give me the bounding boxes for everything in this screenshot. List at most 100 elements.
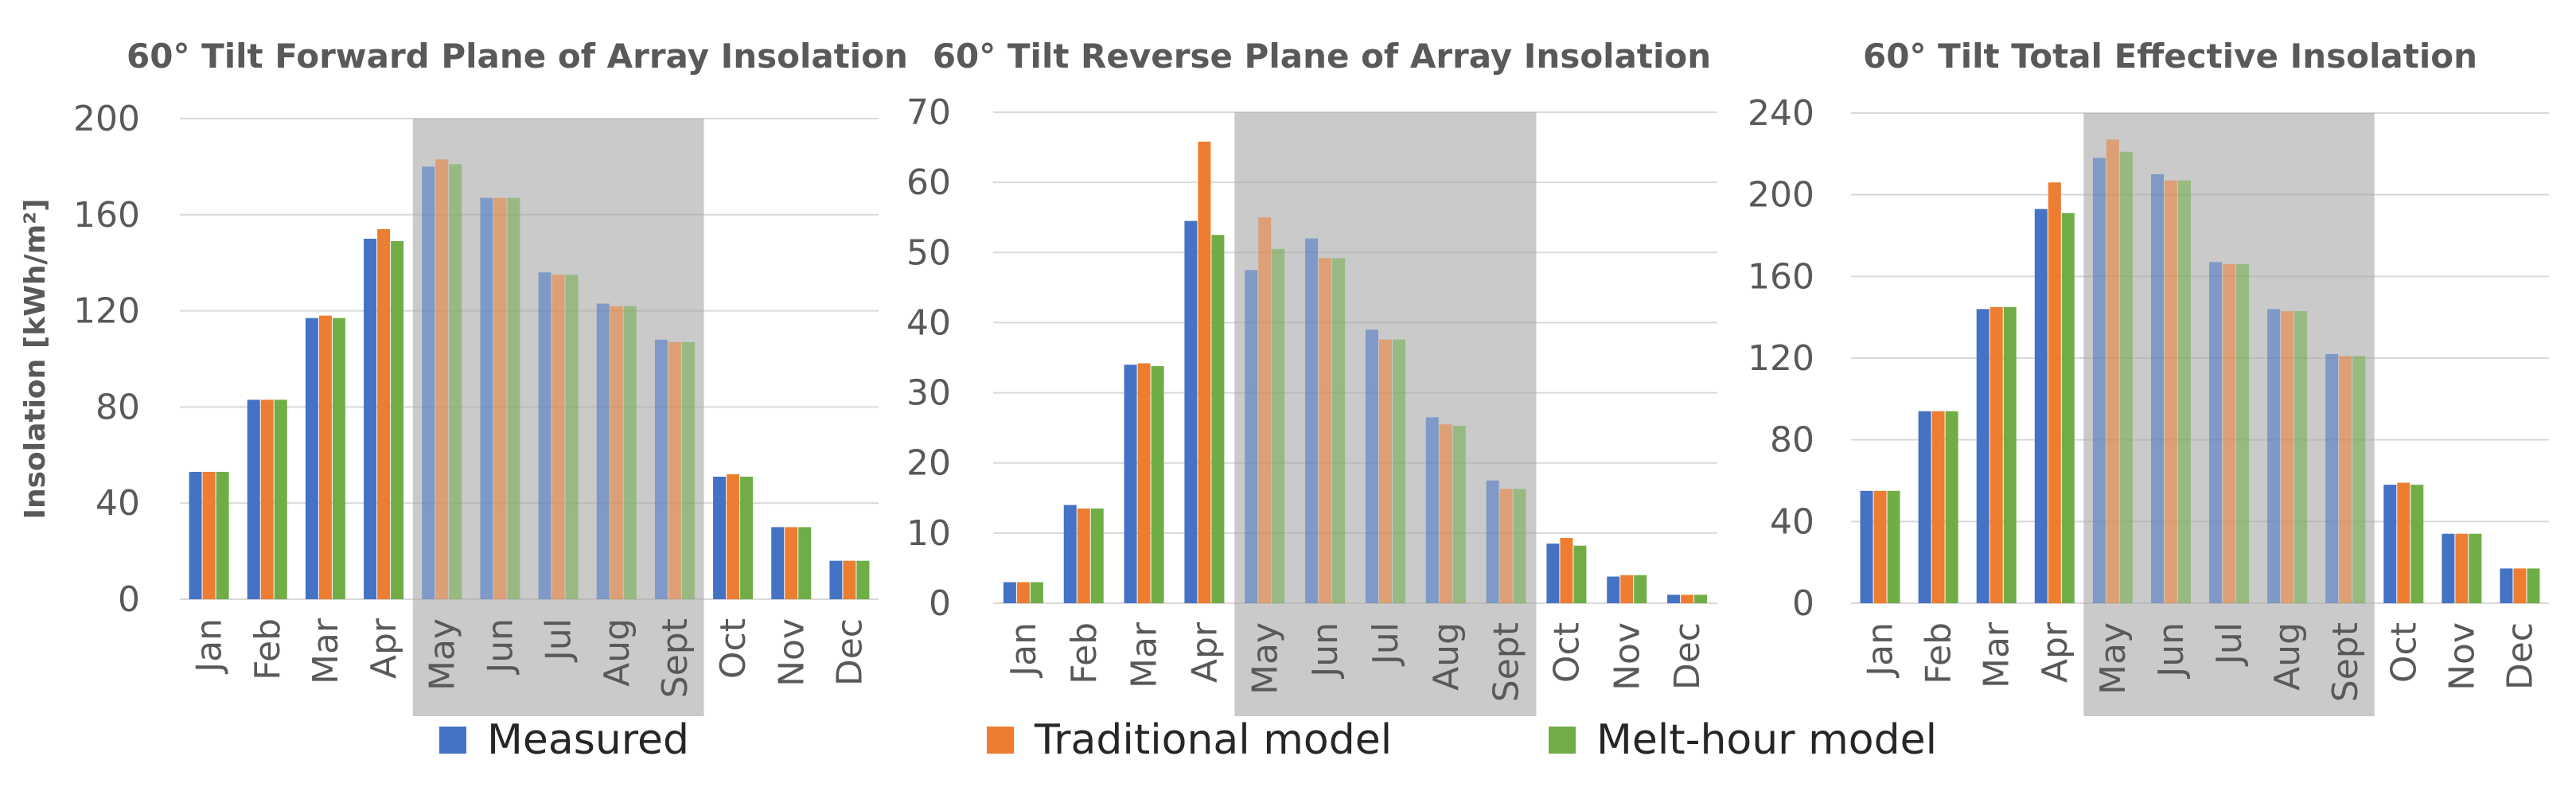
y-tick-label: 160 [1748, 256, 1814, 297]
y-tick-label: 200 [1748, 175, 1814, 216]
x-tick-label-mar: Mar [1977, 622, 2017, 688]
bar-traditional-model-nov [785, 527, 798, 599]
bar-melt-hour-model-mar [1151, 366, 1164, 603]
bar-melt-hour-model-jun [1332, 258, 1346, 603]
legend-label-traditional: Traditional model [1035, 716, 1393, 764]
chart-forward-insolation: 0 40 80 120 160 200 Jan Feb Mar Apr May Jun Jul Aug Se… [19, 37, 908, 716]
bar-traditional-model-may [1258, 217, 1272, 603]
bar-melt-hour-model-may [449, 164, 462, 599]
x-tick-label-may: May [1245, 622, 1285, 695]
bar-measured-jul [538, 272, 551, 599]
bar-measured-jun [1305, 238, 1319, 603]
bar-melt-hour-model-jul [565, 275, 579, 599]
bar-traditional-model-dec [843, 560, 856, 599]
bar-traditional-model-jun [493, 197, 507, 599]
x-tick-label-nov: Nov [771, 618, 812, 687]
bar-melt-hour-model-oct [2410, 485, 2424, 603]
x-tick-label-may: May [2093, 622, 2134, 695]
x-tick-label-jul: Jul [1366, 622, 1406, 667]
y-tick-label: 30 [906, 373, 951, 414]
x-tick-label-aug: Aug [2267, 622, 2308, 691]
bar-melt-hour-model-nov [798, 527, 812, 599]
bar-melt-hour-model-sept [681, 341, 695, 599]
bar-traditional-model-mar [1137, 363, 1151, 603]
x-tick-label-dec: Dec [829, 618, 870, 686]
x-tick-label-jan: Jan [1004, 622, 1044, 679]
bar-melt-hour-model-nov [1634, 575, 1647, 603]
bar-measured-mar [1976, 309, 1989, 603]
bar-melt-hour-model-aug [1452, 425, 1466, 603]
bar-measured-dec [2500, 568, 2513, 603]
bar-measured-oct [713, 476, 727, 599]
bar-melt-hour-model-nov [2469, 533, 2482, 603]
bar-measured-may [2092, 158, 2106, 603]
bar-measured-sept [654, 339, 668, 599]
bar-traditional-model-oct [1560, 538, 1573, 603]
bar-traditional-model-sept [668, 341, 681, 599]
chart-total-effective-insolation: 0 40 80 120 160 200 240 Jan Feb Mar Apr May Jun Jul Au… [1748, 37, 2549, 716]
bar-melt-hour-model-feb [1945, 411, 1958, 603]
bar-melt-hour-model-jul [1392, 339, 1405, 603]
bar-traditional-model-jan [1016, 582, 1030, 603]
y-axis-title: Insolation [kWh/m²] [19, 199, 52, 520]
bar-traditional-model-oct [727, 473, 740, 599]
bar-traditional-model-jul [1378, 339, 1392, 603]
bar-traditional-model-feb [260, 399, 274, 599]
y-tick-label: 40 [1770, 501, 1814, 542]
legend-swatch-traditional [987, 727, 1014, 754]
bar-traditional-model-sept [1499, 489, 1513, 603]
bar-melt-hour-model-jul [2236, 263, 2250, 603]
x-tick-label-sept: Sept [1487, 622, 1527, 702]
bar-measured-mar [305, 318, 318, 599]
x-tick-label-jan: Jan [189, 618, 230, 675]
bar-measured-jun [480, 197, 493, 599]
bar-melt-hour-model-apr [2061, 212, 2075, 603]
bar-traditional-model-dec [2513, 568, 2527, 603]
x-tick-label-aug: Aug [1426, 622, 1467, 691]
bar-traditional-model-may [435, 159, 449, 600]
x-tick-label-dec: Dec [1667, 622, 1708, 690]
bar-traditional-model-nov [1620, 575, 1634, 603]
y-tick-label: 0 [1792, 583, 1814, 624]
bar-measured-aug [2267, 309, 2281, 603]
bar-melt-hour-model-may [2119, 151, 2133, 603]
bar-melt-hour-model-dec [1694, 594, 1708, 603]
bar-traditional-model-jul [2223, 263, 2236, 603]
chart-reverse-insolation: 0 10 20 30 40 50 60 70 Jan Feb Mar Apr May Jun Jul Aug S… [906, 37, 1717, 716]
bar-measured-feb [1918, 411, 1931, 603]
bar-melt-hour-model-feb [274, 399, 287, 599]
x-tick-label-apr: Apr [2035, 622, 2075, 683]
bar-measured-aug [1425, 417, 1439, 603]
bar-measured-nov [2442, 533, 2455, 603]
bar-traditional-model-apr [2048, 182, 2061, 603]
x-tick-label-feb: Feb [1064, 622, 1105, 684]
bar-traditional-model-apr [377, 228, 391, 599]
y-tick-label: 0 [929, 583, 951, 624]
bar-measured-jan [1860, 490, 1873, 603]
bar-melt-hour-model-sept [1513, 489, 1526, 603]
y-tick-label: 80 [1770, 420, 1814, 461]
x-tick-label-jul: Jul [539, 618, 579, 663]
legend-item-traditional: Traditional model [987, 716, 1392, 764]
bar-measured-dec [1667, 594, 1681, 603]
y-tick-label: 200 [73, 99, 140, 139]
legend-swatch-melt-hour [1549, 727, 1576, 754]
bar-measured-sept [2325, 353, 2339, 603]
legend-item-melt-hour: Melt-hour model [1549, 716, 1937, 764]
x-tick-label-may: May [422, 618, 462, 691]
y-tick-label: 120 [73, 291, 140, 332]
bar-measured-jun [2150, 174, 2164, 603]
bar-traditional-model-jul [551, 275, 565, 599]
x-tick-label-apr: Apr [364, 618, 404, 679]
legend-item-measured: Measured [439, 716, 689, 764]
bar-measured-nov [771, 527, 785, 599]
y-tick-label: 70 [906, 92, 951, 133]
bar-traditional-model-nov [2455, 533, 2469, 603]
x-tick-label-feb: Feb [247, 618, 288, 680]
bar-measured-feb [1063, 505, 1077, 603]
legend-swatch-measured [439, 727, 466, 754]
x-tick-label-sept: Sept [2325, 622, 2366, 702]
x-tick-label-feb: Feb [1919, 622, 1959, 684]
x-tick-label-sept: Sept [655, 618, 696, 698]
